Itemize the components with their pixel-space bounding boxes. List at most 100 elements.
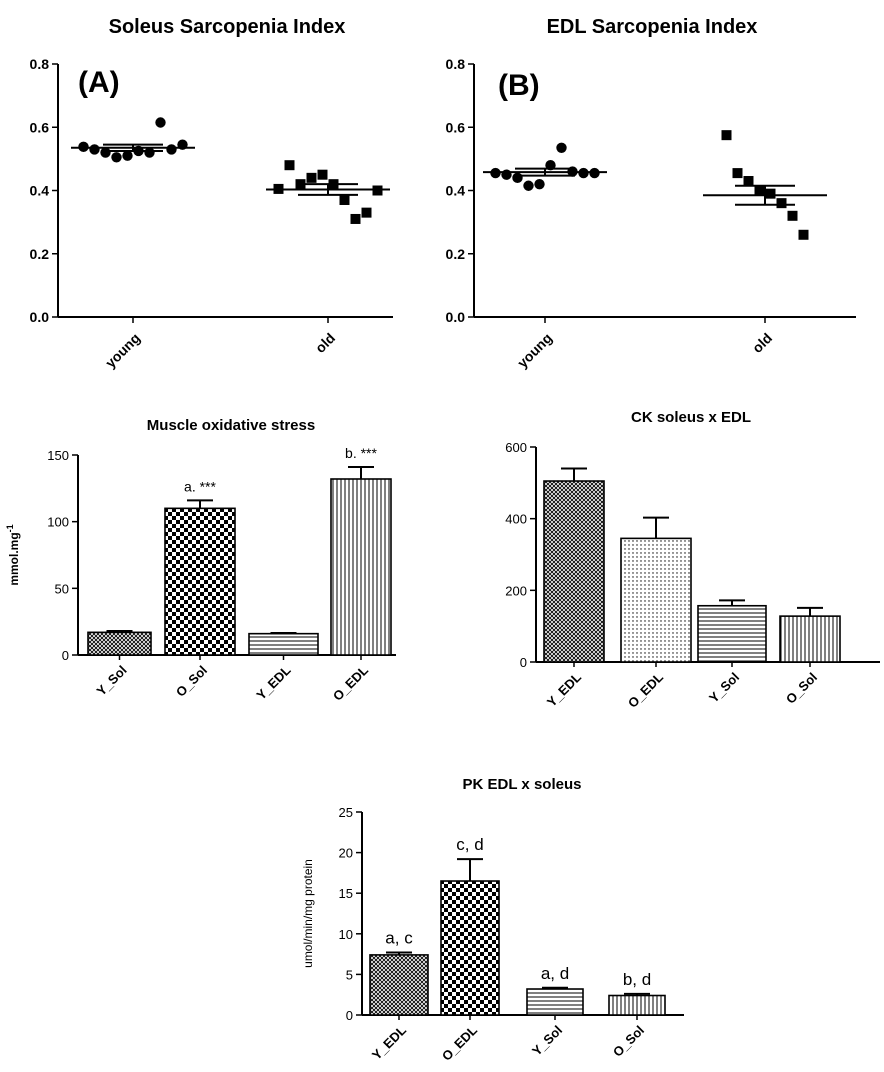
data-point [166,144,177,155]
chart-panel-b: EDL Sarcopenia Index (B) 0.0 0.2 0.4 0.6 0.8 yo… [446,16,856,371]
y-tick-label: 200 [505,583,527,598]
bar-annotation: b. *** [345,445,377,461]
bar-rect [543,480,605,663]
chart-title: PK EDL x soleus [463,776,582,793]
bar-rect [526,988,584,1016]
bar-rect [87,631,152,656]
data-point [306,172,317,183]
y-axis-label-text: umol/min/mg protein [301,859,315,968]
bar-y-edl: a, c [369,928,429,1016]
x-tick-label: O_Sol [783,670,820,707]
data-point [743,176,754,187]
y-tick-label: 25 [339,805,353,820]
data-point [721,130,732,141]
x-tick-label: O_Sol [610,1023,647,1060]
bar-annotation: c, d [456,835,483,854]
y-tick-label: 0 [346,1008,353,1023]
x-tick-label: O_EDL [625,669,666,710]
y-axis-label-text: mmol.mg [7,532,21,585]
bar-y-edl [248,632,319,656]
bar-annotation: a. *** [184,478,216,494]
x-tick-label: Y_EDL [253,662,293,702]
bar-rect [697,604,767,663]
y-axis-label: mmol.mg-1 [5,524,21,585]
bar-rect [369,954,429,1016]
data-point [89,144,100,155]
y-tick-label: 10 [339,927,353,942]
bar-rect [440,880,500,1016]
x-tick-label: old [749,330,775,356]
bar-y-sol [87,630,152,656]
data-point [765,188,776,199]
data-point [556,142,567,154]
bar-rect [248,632,319,656]
x-tick-label: Y_EDL [544,669,584,709]
x-tick-label: young [102,330,143,371]
x-tick-label: O_EDL [330,662,371,703]
y-tick-label: 600 [505,440,527,455]
y-axis-label-superscript: -1 [5,524,15,532]
data-point [317,169,328,180]
chart-panel-c: Muscle oxidative stress 0 50 100 150 mmol.mg-… [5,417,396,704]
data-point [523,180,534,191]
y-tick-label: 0.4 [446,183,466,199]
bar-o-sol: b, d [608,970,666,1016]
data-point [339,194,350,205]
data-point [534,178,545,190]
chart-panel-e: PK EDL x soleus 0 5 10 15 20 25 umol/min/mg pro… [301,776,684,1064]
bar-o-edl: c, d [440,835,500,1016]
data-point [122,150,133,161]
panel-label: (A) [78,66,120,99]
y-tick-label: 100 [47,515,69,530]
y-tick-label: 0.8 [30,56,50,72]
data-point [350,213,361,224]
x-tick-label: O_EDL [439,1022,480,1063]
data-point [754,185,765,196]
y-tick-label: 0.2 [30,246,50,262]
chart-panel-a: Soleus Sarcopenia Index (A) 0.0 0.2 0.4 0.6 0.… [30,16,393,371]
y-tick-label: 150 [47,448,69,463]
data-point [798,229,809,240]
panel-label: (B) [498,69,540,102]
x-tick-label: young [514,330,555,371]
y-tick-label: 0 [62,648,69,663]
chart-title: Soleus Sarcopenia Index [109,16,346,38]
data-point [776,198,787,209]
x-tick-label: Y_Sol [93,663,129,699]
bar-rect [608,994,666,1016]
bar-annotation: a, c [385,928,413,947]
data-point [512,172,523,184]
bar-rect [164,507,236,656]
series-old [266,160,390,224]
y-tick-label: 15 [339,886,353,901]
chart-panel-d: CK soleus x EDL 0 200 400 600 Y_EDL O_EDL Y_Sol… [505,409,880,711]
x-tick-label: Y_Sol [706,670,742,706]
y-axis-label: umol/min/mg protein [301,859,315,968]
y-tick-label: 0.8 [446,56,466,72]
bar-rect [620,537,692,663]
chart-title: CK soleus x EDL [631,409,751,426]
y-tick-label: 0.0 [446,309,466,325]
y-tick-label: 0.4 [30,183,50,199]
data-point [361,207,372,218]
y-tick-label: 5 [346,967,353,982]
bar-annotation: b, d [623,970,651,989]
data-point [144,147,155,158]
bar-o-edl: b. *** [330,445,392,656]
data-point [787,210,798,221]
bar-annotation: a, d [541,964,569,983]
data-point [732,168,743,179]
bar-o-sol [779,606,841,663]
bar-rect [779,615,841,663]
x-tick-label: O_Sol [173,663,210,700]
bar-o-edl [620,516,692,663]
chart-title: EDL Sarcopenia Index [547,16,758,38]
x-tick-label: Y_Sol [529,1023,565,1059]
data-point [100,147,111,158]
data-point [111,152,122,163]
y-tick-label: 0.6 [446,119,466,135]
y-tick-label: 0.0 [30,309,50,325]
y-tick-label: 0.2 [446,246,466,262]
data-point [155,117,166,128]
y-tick-label: 400 [505,512,527,527]
